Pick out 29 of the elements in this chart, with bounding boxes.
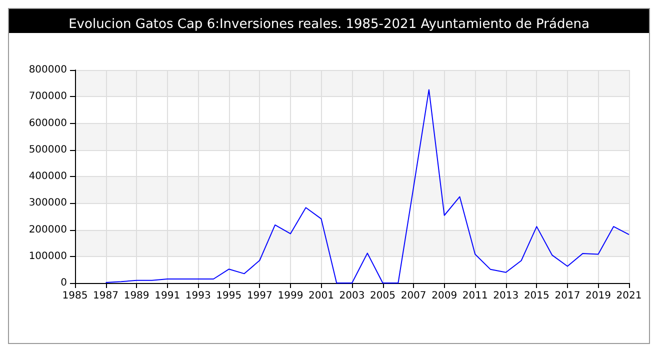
y-tick-label: 600000: [28, 118, 67, 129]
x-tick-label: 2013: [493, 290, 519, 302]
x-tick-label: 2005: [370, 290, 396, 302]
y-tick-label: 800000: [28, 64, 67, 76]
y-tick-label: 200000: [28, 224, 67, 236]
chart-title: Evolucion Gatos Cap 6:Inversiones reales. 1985-2021 Ayuntamiento de Prádena: [68, 17, 590, 32]
y-tick-label: 500000: [28, 144, 67, 156]
y-tick-label: 100000: [28, 250, 67, 262]
x-tick-label: 2001: [308, 290, 334, 302]
y-tick-label: 700000: [28, 91, 67, 102]
x-tick-label: 1999: [278, 290, 304, 302]
x-tick-label: 1985: [62, 290, 88, 302]
x-tick-label: 1987: [93, 290, 119, 302]
x-tick-label: 2009: [432, 290, 458, 302]
x-tick-label: 2021: [616, 290, 642, 302]
x-tick-label: 1991: [154, 290, 180, 302]
y-tick-label: 0: [60, 278, 67, 288]
x-tick-label: 1989: [124, 290, 150, 302]
x-tick-label: 2007: [400, 290, 426, 302]
x-tick-label: 2011: [462, 290, 488, 302]
x-tick-label: 1995: [216, 290, 242, 302]
x-tick-label: 1997: [246, 290, 272, 302]
x-tick-label: 2017: [554, 290, 580, 302]
y-tick-label: 300000: [28, 198, 67, 209]
y-tick-label: 400000: [28, 171, 67, 182]
x-tick-label: 2015: [524, 290, 550, 302]
x-tick-label: 2003: [339, 290, 365, 302]
x-tick-label: 1993: [185, 290, 211, 302]
x-tick-label: 2019: [585, 290, 611, 302]
